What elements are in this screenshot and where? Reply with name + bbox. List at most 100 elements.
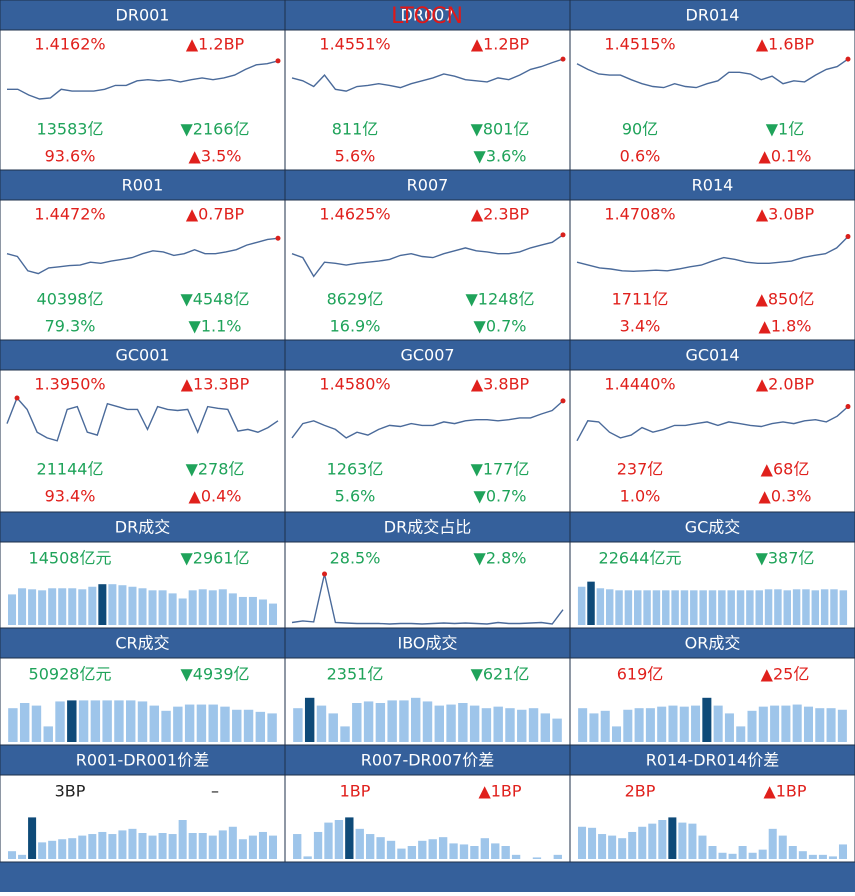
panel-title: DR成交 bbox=[115, 518, 170, 537]
bar bbox=[820, 589, 829, 625]
stat-value: ▼1.1% bbox=[189, 317, 242, 336]
bar bbox=[363, 701, 374, 742]
stat-value: ▲68亿 bbox=[761, 460, 810, 479]
bar bbox=[397, 848, 406, 859]
bar bbox=[552, 718, 562, 742]
sparkline bbox=[576, 236, 849, 273]
panel-title: GC014 bbox=[685, 346, 739, 365]
panel-title: R007-DR007价差 bbox=[361, 751, 494, 770]
bar bbox=[58, 839, 67, 859]
bar bbox=[698, 835, 707, 859]
sparkline bbox=[291, 58, 564, 92]
stat-value: ▼2.8% bbox=[474, 549, 527, 568]
stat-value: 1.4162% bbox=[34, 35, 105, 54]
bar bbox=[469, 705, 480, 742]
sparkline bbox=[7, 60, 279, 100]
bar bbox=[218, 589, 227, 625]
stat-value: ▲850亿 bbox=[756, 290, 815, 309]
panel-title: DR001 bbox=[116, 6, 170, 25]
bar bbox=[238, 839, 247, 859]
bar bbox=[679, 706, 689, 742]
stat-value: 22644亿元 bbox=[599, 549, 682, 568]
bar bbox=[434, 705, 444, 742]
bar bbox=[48, 840, 57, 859]
bar bbox=[345, 817, 354, 859]
last-point-marker bbox=[275, 235, 281, 241]
bar bbox=[678, 822, 687, 859]
bar bbox=[628, 831, 637, 859]
stat-value: 5.6% bbox=[335, 487, 376, 506]
bar bbox=[634, 590, 642, 625]
bar bbox=[108, 584, 117, 625]
bar bbox=[366, 834, 375, 859]
bar bbox=[788, 846, 797, 859]
sparkline bbox=[576, 58, 849, 89]
panel-body bbox=[569, 369, 855, 513]
panel-body bbox=[284, 541, 571, 629]
stat-value: ▲1BP bbox=[478, 782, 521, 801]
panel-body bbox=[0, 369, 286, 513]
bar bbox=[158, 590, 167, 625]
bar bbox=[638, 826, 647, 859]
bar bbox=[303, 856, 312, 859]
bar bbox=[208, 590, 217, 625]
bar bbox=[293, 708, 303, 742]
panel-header bbox=[0, 744, 286, 776]
bar bbox=[114, 700, 124, 742]
bar bbox=[808, 854, 817, 859]
bar bbox=[267, 713, 277, 742]
bar bbox=[643, 590, 651, 625]
bar bbox=[137, 701, 148, 742]
panel-body bbox=[284, 199, 571, 341]
panel-body bbox=[0, 29, 286, 171]
stat-value: 93.6% bbox=[45, 147, 96, 166]
bar bbox=[755, 590, 763, 625]
bar bbox=[238, 596, 247, 625]
bar bbox=[208, 835, 217, 859]
panel-title: R014 bbox=[692, 176, 734, 195]
stat-value: ▲1.2BP bbox=[471, 35, 530, 54]
bar bbox=[839, 590, 848, 625]
bar bbox=[178, 820, 187, 859]
bar bbox=[645, 708, 655, 742]
stat-value: 28.5% bbox=[330, 549, 381, 568]
bar bbox=[375, 703, 386, 742]
bar bbox=[58, 588, 67, 625]
stat-value: 8629亿 bbox=[327, 290, 384, 309]
panel-title: GC001 bbox=[115, 346, 169, 365]
bar bbox=[8, 851, 17, 859]
bar bbox=[18, 854, 27, 859]
bar bbox=[747, 710, 757, 742]
bar bbox=[815, 708, 825, 742]
bar bbox=[802, 589, 810, 625]
stat-value: 1.4515% bbox=[604, 35, 675, 54]
stat-value: – bbox=[211, 782, 219, 801]
stat-value: ▲0.7BP bbox=[186, 205, 245, 224]
bar bbox=[517, 709, 527, 742]
bar bbox=[173, 706, 183, 742]
bar bbox=[78, 589, 87, 625]
bar bbox=[587, 581, 595, 625]
bar bbox=[828, 856, 837, 859]
stat-value: ▲2.0BP bbox=[756, 375, 815, 394]
bar bbox=[792, 704, 802, 742]
bar bbox=[792, 589, 801, 625]
bar bbox=[748, 852, 757, 859]
bar bbox=[138, 588, 147, 625]
stat-value: ▲1.6BP bbox=[756, 35, 815, 54]
panel-header bbox=[284, 339, 571, 371]
bar bbox=[578, 826, 587, 859]
panel-title: IBO成交 bbox=[397, 634, 457, 653]
bar bbox=[31, 705, 42, 742]
bar bbox=[88, 834, 97, 859]
sparkline bbox=[291, 234, 564, 278]
bar bbox=[28, 589, 37, 625]
bar bbox=[90, 700, 101, 742]
sparkline bbox=[6, 237, 279, 275]
stat-value: ▼0.7% bbox=[474, 487, 527, 506]
bar bbox=[28, 817, 37, 859]
bar bbox=[481, 708, 492, 742]
bar bbox=[713, 705, 723, 742]
bar bbox=[746, 590, 754, 625]
stat-value: ▼2166亿 bbox=[180, 120, 249, 139]
